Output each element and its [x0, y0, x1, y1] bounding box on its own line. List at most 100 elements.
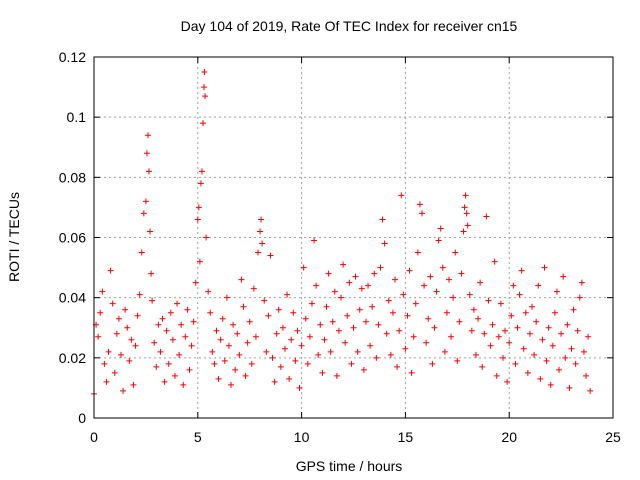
- data-point-marker: [242, 372, 249, 379]
- data-point-marker: [142, 198, 149, 205]
- data-point-marker: [317, 321, 324, 328]
- data-point-marker: [294, 327, 301, 334]
- data-point-marker: [421, 282, 428, 289]
- data-point-marker: [163, 327, 170, 334]
- data-point-marker: [333, 372, 340, 379]
- data-point-marker: [246, 318, 253, 325]
- data-point-marker: [265, 312, 272, 319]
- data-point-marker: [443, 309, 450, 316]
- data-point-marker: [483, 213, 490, 220]
- data-point-marker: [300, 264, 307, 271]
- data-point-marker: [463, 210, 470, 217]
- data-point-marker: [250, 285, 257, 292]
- data-point-marker: [219, 315, 226, 322]
- data-point-marker: [304, 360, 311, 367]
- data-point-marker: [134, 312, 141, 319]
- data-point-marker: [487, 342, 494, 349]
- data-point-marker: [402, 345, 409, 352]
- data-point-marker: [279, 324, 286, 331]
- tick-labels: 0 0.02 0.04 0.06 0.08 0.1 0.12 0 5 10 15 20 25: [59, 49, 621, 445]
- data-point-marker: [174, 300, 181, 307]
- data-point-marker: [198, 168, 205, 175]
- data-point-marker: [258, 216, 265, 223]
- data-point-marker: [238, 276, 245, 283]
- data-point-marker: [117, 351, 124, 358]
- data-point-marker: [221, 357, 228, 364]
- data-point-marker: [107, 267, 114, 274]
- data-point-marker: [502, 327, 509, 334]
- data-point-marker: [499, 354, 506, 361]
- data-point-marker: [566, 384, 573, 391]
- data-point-marker: [441, 348, 448, 355]
- data-point-marker: [574, 327, 581, 334]
- data-point-marker: [460, 228, 467, 235]
- data-point-marker: [99, 288, 106, 295]
- data-point-marker: [587, 387, 594, 394]
- data-point-marker: [228, 381, 235, 388]
- data-point-marker: [371, 270, 378, 277]
- data-point-marker: [381, 240, 388, 247]
- data-point-marker: [562, 354, 569, 361]
- data-point-marker: [450, 294, 457, 301]
- data-point-marker: [526, 330, 533, 337]
- data-point-marker: [311, 237, 318, 244]
- data-point-marker: [551, 309, 558, 316]
- data-point-marker: [535, 282, 542, 289]
- y-tick-label: 0.04: [59, 290, 86, 306]
- data-point-marker: [439, 264, 446, 271]
- data-point-marker: [541, 264, 548, 271]
- data-point-marker: [315, 351, 322, 358]
- data-point-marker: [271, 378, 278, 385]
- data-point-marker: [203, 234, 210, 241]
- data-point-marker: [180, 381, 187, 388]
- y-tick-label: 0.06: [59, 230, 86, 246]
- data-point-marker: [522, 309, 529, 316]
- data-point-marker: [147, 228, 154, 235]
- data-point-marker: [445, 276, 452, 283]
- data-point-marker: [516, 291, 523, 298]
- data-point-marker: [560, 273, 567, 280]
- data-point-marker: [508, 312, 515, 319]
- y-tick-label: 0.12: [59, 49, 86, 65]
- data-point-marker: [144, 132, 151, 139]
- data-point-marker: [423, 339, 430, 346]
- y-tick-label: 0: [78, 410, 86, 426]
- data-point-marker: [252, 333, 259, 340]
- data-point-marker: [257, 228, 264, 235]
- data-point-marker: [240, 303, 247, 310]
- data-point-marker: [547, 381, 554, 388]
- data-point-marker: [394, 363, 401, 370]
- data-point-marker: [556, 366, 563, 373]
- data-point-marker: [458, 270, 465, 277]
- x-tick-label: 15: [398, 429, 414, 445]
- data-point-marker: [302, 315, 309, 322]
- data-point-marker: [325, 270, 332, 277]
- x-tick-label: 5: [194, 429, 202, 445]
- data-point-marker: [321, 336, 328, 343]
- data-point-marker: [493, 372, 500, 379]
- data-point-marker: [155, 321, 162, 328]
- y-tick-label: 0.1: [67, 109, 87, 125]
- y-tick-label: 0.08: [59, 169, 86, 185]
- data-point-marker: [111, 369, 118, 376]
- data-point-marker: [306, 333, 313, 340]
- data-point-marker: [138, 249, 145, 256]
- x-tick-label: 10: [294, 429, 310, 445]
- data-point-marker: [344, 312, 351, 319]
- data-point-marker: [331, 288, 338, 295]
- data-point-marker: [223, 294, 230, 301]
- data-point-marker: [472, 351, 479, 358]
- data-point-marker: [186, 366, 193, 373]
- data-point-marker: [159, 315, 166, 322]
- data-point-marker: [454, 357, 461, 364]
- data-point-marker: [205, 288, 212, 295]
- data-point-marker: [113, 330, 120, 337]
- data-point-marker: [153, 363, 160, 370]
- data-point-marker: [383, 330, 390, 337]
- data-point-marker: [244, 339, 251, 346]
- data-point-marker: [362, 318, 369, 325]
- data-point-marker: [296, 384, 303, 391]
- data-point-marker: [169, 336, 176, 343]
- data-point-marker: [148, 270, 155, 277]
- data-point-marker: [462, 192, 469, 199]
